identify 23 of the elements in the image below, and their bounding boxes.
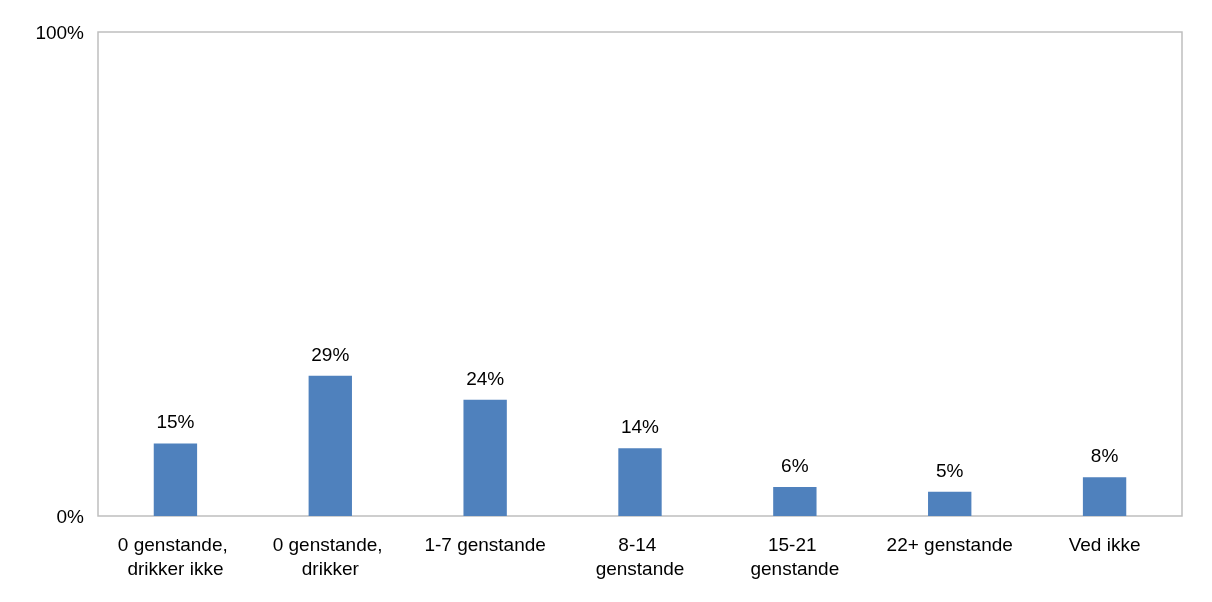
x-tick-label: 1-7 genstande	[424, 533, 546, 555]
y-tick-label: 100%	[35, 21, 85, 43]
data-label: 8%	[1090, 445, 1119, 467]
bar	[1082, 477, 1127, 516]
data-label: 29%	[311, 343, 350, 365]
x-tick-label: 8-14 genstande	[595, 533, 685, 579]
x-tick-label: Ved ikke	[1068, 533, 1141, 555]
data-label: 5%	[935, 459, 964, 481]
data-label: 6%	[781, 454, 809, 476]
data-label: 15%	[156, 411, 195, 433]
data-label: 24%	[466, 367, 505, 389]
data-label: 14%	[620, 416, 660, 438]
y-tick-label: 0%	[56, 505, 85, 527]
bar	[153, 443, 198, 516]
x-tick-label: 0 genstande, drikker	[272, 533, 388, 579]
x-tick-label: 15-21 genstande	[750, 533, 840, 579]
x-tick-label: 22+ genstande	[886, 533, 1013, 555]
bar	[773, 486, 817, 516]
x-tick-label: 0 genstande, drikker ikke	[117, 533, 234, 579]
bar	[928, 491, 972, 516]
bar	[308, 375, 352, 516]
bar	[618, 448, 662, 516]
bar	[463, 399, 507, 516]
